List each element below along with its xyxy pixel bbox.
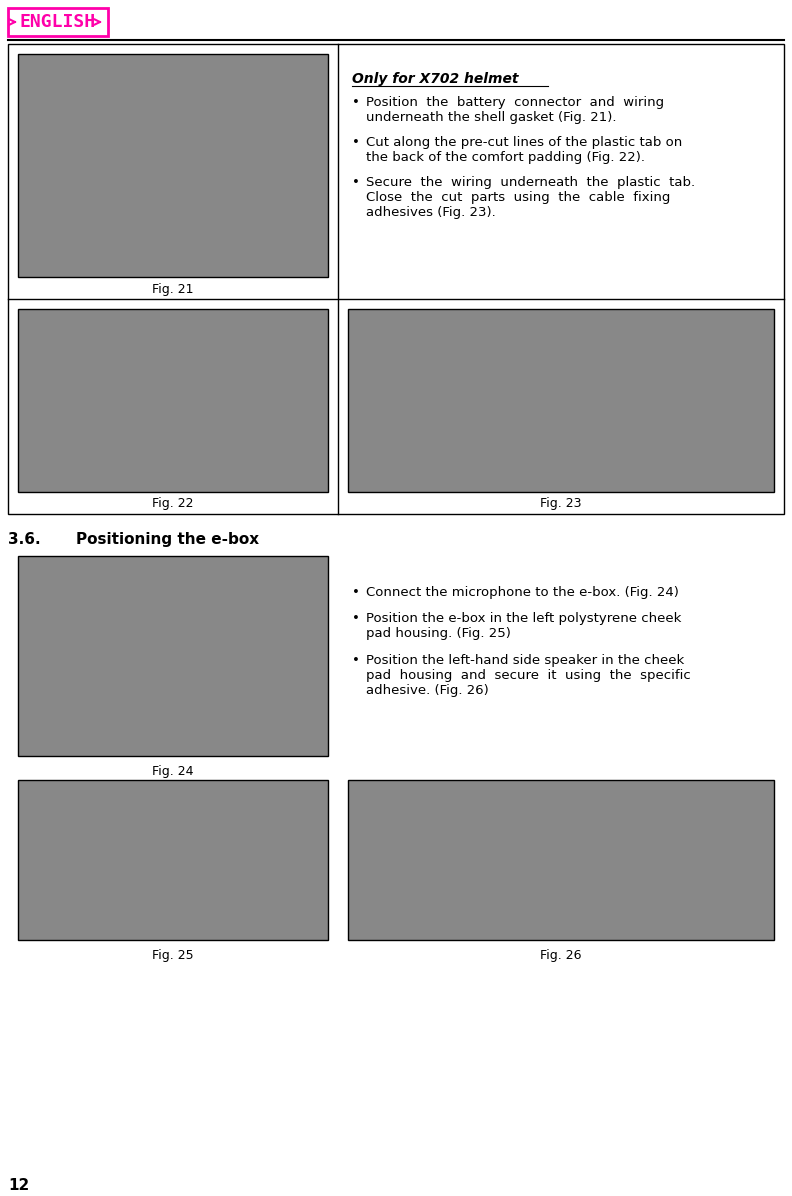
Text: Fig. 24: Fig. 24	[152, 765, 194, 779]
Bar	[348, 780, 774, 940]
Text: Positioning the e-box: Positioning the e-box	[76, 532, 259, 547]
Bar	[18, 780, 328, 940]
Text: •: •	[352, 136, 360, 150]
Text: 3.6.: 3.6.	[8, 532, 40, 547]
Text: Fig. 22: Fig. 22	[152, 498, 194, 511]
Bar	[18, 54, 328, 277]
Text: •: •	[352, 96, 360, 109]
Text: •: •	[352, 654, 360, 667]
Text: 12: 12	[8, 1178, 29, 1194]
Bar	[18, 556, 328, 756]
Text: Position the e-box in the left polystyrene cheek
pad housing. (Fig. 25): Position the e-box in the left polystyre…	[366, 612, 681, 640]
Bar	[348, 309, 774, 492]
Bar	[8, 44, 784, 514]
Text: Fig. 21: Fig. 21	[152, 282, 194, 295]
Text: Fig. 26: Fig. 26	[540, 950, 582, 963]
Bar	[18, 309, 328, 492]
Text: Secure  the  wiring  underneath  the  plastic  tab.
Close  the  cut  parts  usin: Secure the wiring underneath the plastic…	[366, 176, 695, 219]
Text: ENGLISH: ENGLISH	[20, 13, 96, 31]
Text: Position the left-hand side speaker in the cheek
pad  housing  and  secure  it  : Position the left-hand side speaker in t…	[366, 654, 691, 697]
Text: Fig. 25: Fig. 25	[152, 950, 194, 963]
Text: Fig. 23: Fig. 23	[540, 498, 582, 511]
Text: Position  the  battery  connector  and  wiring
underneath the shell gasket (Fig.: Position the battery connector and wirin…	[366, 96, 664, 124]
Text: Only for X702 helmet: Only for X702 helmet	[352, 72, 519, 86]
Text: •: •	[352, 586, 360, 599]
Text: •: •	[352, 612, 360, 626]
FancyBboxPatch shape	[8, 8, 108, 36]
Text: Cut along the pre-cut lines of the plastic tab on
the back of the comfort paddin: Cut along the pre-cut lines of the plast…	[366, 136, 682, 164]
Text: •: •	[352, 176, 360, 189]
Text: Connect the microphone to the e-box. (Fig. 24): Connect the microphone to the e-box. (Fi…	[366, 586, 679, 599]
